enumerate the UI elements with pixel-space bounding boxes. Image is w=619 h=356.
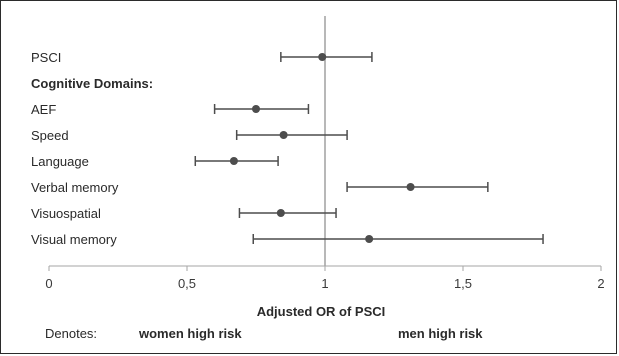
x-axis-title: Adjusted OR of PSCI bbox=[257, 304, 386, 319]
forest-row: Speed bbox=[31, 128, 348, 143]
forest-row: Visuospatial bbox=[31, 206, 337, 221]
or-point bbox=[365, 235, 374, 243]
or-point bbox=[318, 53, 327, 61]
row-label: PSCI bbox=[31, 50, 61, 65]
forest-row: Cognitive Domains: bbox=[31, 76, 153, 91]
x-tick-label: 0 bbox=[45, 276, 52, 291]
forest-row: Language bbox=[31, 154, 279, 169]
forest-row: Visual memory bbox=[31, 232, 544, 247]
legend-left-label: women high risk bbox=[138, 326, 242, 341]
legend-right-label: men high risk bbox=[398, 326, 483, 341]
x-tick-label: 1 bbox=[321, 276, 328, 291]
x-tick-label: 2 bbox=[597, 276, 604, 291]
row-label: AEF bbox=[31, 102, 56, 117]
row-label: Verbal memory bbox=[31, 180, 119, 195]
forest-row: AEF bbox=[31, 102, 310, 117]
forest-row: PSCI bbox=[31, 50, 373, 65]
or-point bbox=[406, 183, 415, 191]
row-label: Speed bbox=[31, 128, 69, 143]
row-label: Visual memory bbox=[31, 232, 117, 247]
or-point bbox=[252, 105, 260, 113]
x-tick-label: 1,5 bbox=[454, 276, 472, 291]
x-axis: 0 0,5 1 1,5 2 bbox=[45, 265, 605, 291]
row-label: Visuospatial bbox=[31, 206, 101, 221]
forest-row: Verbal memory bbox=[31, 180, 489, 195]
forest-rows: PSCI Cognitive Domains: AEF Speed Language Ve… bbox=[31, 50, 544, 247]
or-point bbox=[229, 157, 238, 165]
legend-prefix: Denotes: bbox=[45, 326, 97, 341]
x-tick-label: 0,5 bbox=[178, 276, 196, 291]
row-label: Cognitive Domains: bbox=[31, 76, 153, 91]
row-label: Language bbox=[31, 154, 89, 169]
or-point bbox=[279, 131, 288, 139]
or-point bbox=[276, 209, 285, 217]
